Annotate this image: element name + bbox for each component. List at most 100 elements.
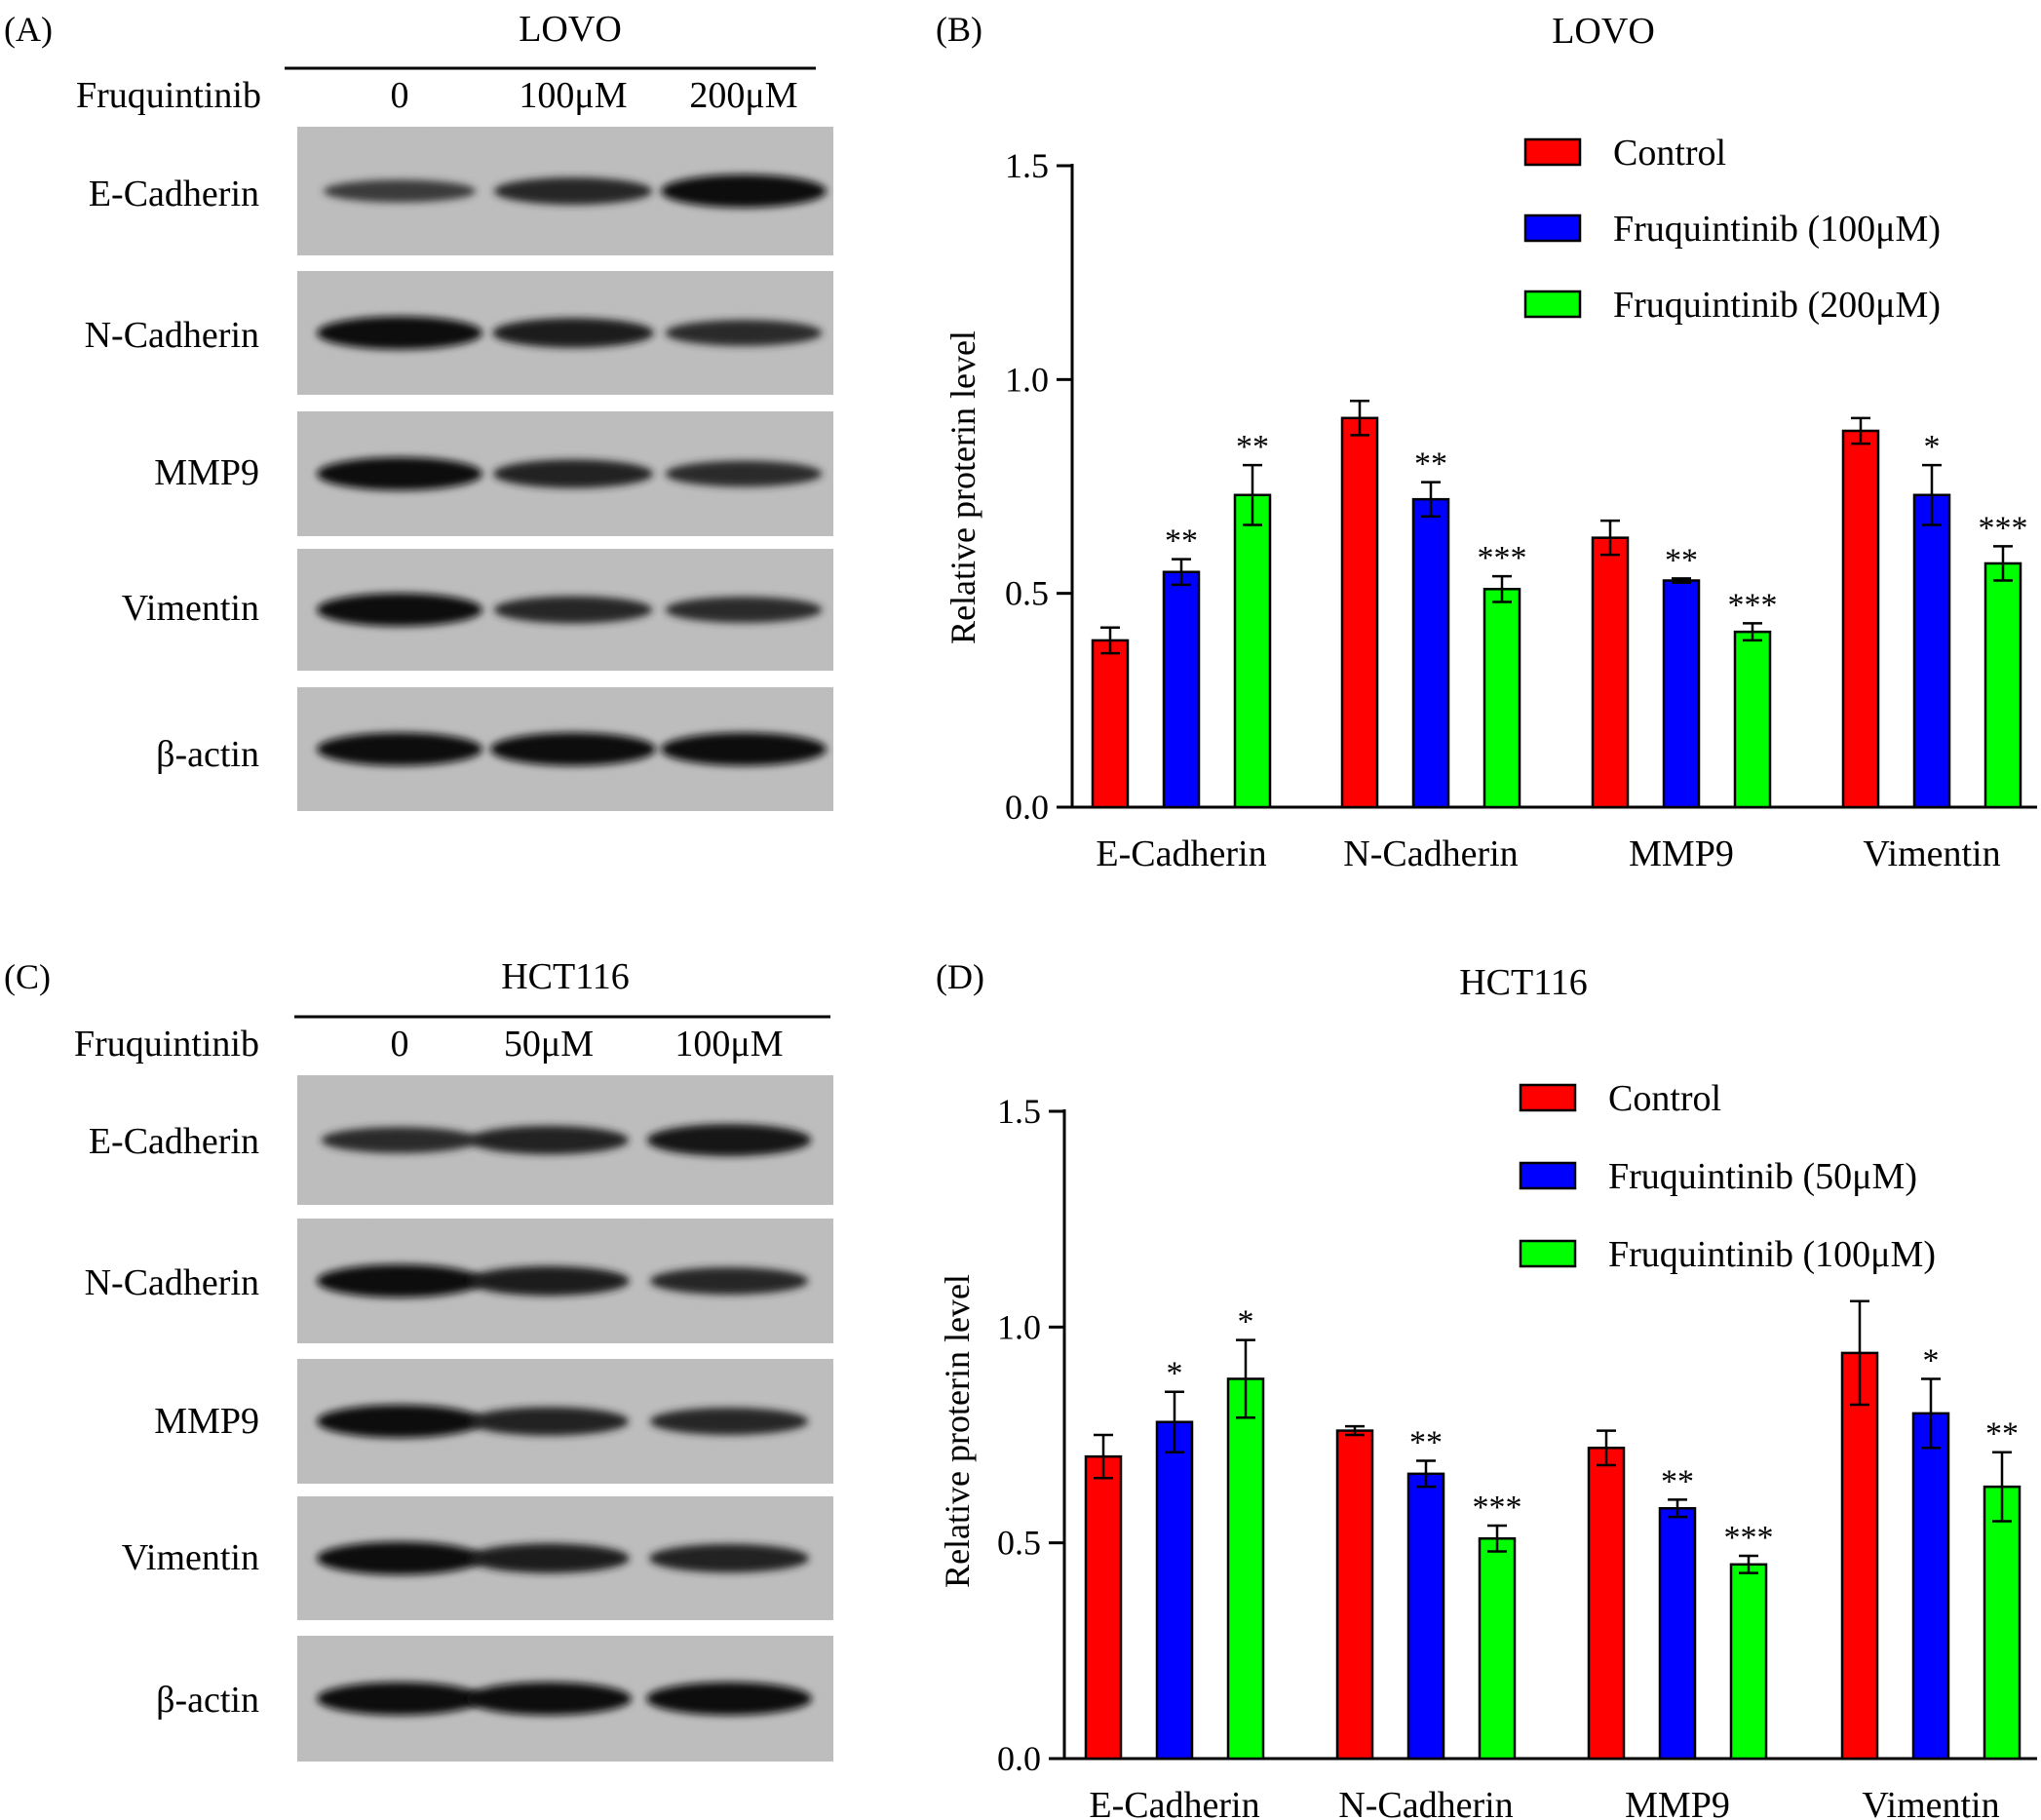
lane-label: 0 xyxy=(391,75,409,116)
panel-label-a: (A) xyxy=(4,10,53,49)
significance-label: * xyxy=(1167,1356,1183,1392)
blot-strips xyxy=(297,1075,833,1762)
x-tick-label: Vimentin xyxy=(1862,1785,1999,1820)
protein-label: MMP9 xyxy=(154,452,259,493)
protein-band xyxy=(317,1682,482,1716)
bar xyxy=(1840,1351,1879,1761)
bar xyxy=(1983,1485,2022,1761)
panel-label-d: (D) xyxy=(936,957,984,996)
protein-band xyxy=(317,732,482,766)
significance-label: *** xyxy=(1728,587,1778,623)
bar xyxy=(1911,1412,1950,1761)
protein-band xyxy=(317,457,482,490)
y-tick-label: 0.5 xyxy=(1005,574,1049,613)
protein-label: β-actin xyxy=(156,734,259,775)
treatment-label: Fruquintinib xyxy=(76,75,261,116)
protein-band xyxy=(466,1682,632,1716)
significance-label: *** xyxy=(1979,510,2028,546)
protein-band xyxy=(665,597,823,623)
bar xyxy=(1662,579,1701,809)
blot-strip xyxy=(297,411,833,536)
blot-strip xyxy=(297,1219,833,1343)
protein-band xyxy=(469,1407,629,1436)
protein-band xyxy=(661,732,827,766)
bar xyxy=(1155,1420,1194,1761)
significance-label: ** xyxy=(1665,542,1698,578)
protein-band xyxy=(323,179,477,203)
bar xyxy=(1091,639,1130,809)
protein-band xyxy=(492,318,654,348)
y-axis-label: Relative proterin level xyxy=(938,1274,977,1588)
legend: Control Fruquintinib (50μM) Fruquintinib (… xyxy=(1519,1078,1936,1275)
blot-strip xyxy=(297,549,833,671)
legend: Control Fruquintinib (100μM) Fruquintinib … xyxy=(1523,133,1941,326)
protein-band xyxy=(317,1541,482,1575)
lane-label: 200μM xyxy=(689,75,797,116)
protein-band xyxy=(493,177,653,205)
bar-chart-hct116: (D) HCT116 Relative proterin level 0.0 0.… xyxy=(936,957,2037,1820)
protein-band xyxy=(468,1543,630,1573)
protein-band xyxy=(646,1682,812,1716)
protein-label: E-Cadherin xyxy=(89,174,259,214)
protein-band xyxy=(321,1127,479,1153)
protein-label: β-actin xyxy=(156,1680,259,1721)
y-tick-label: 0.0 xyxy=(1005,788,1049,827)
y-tick-label: 1.0 xyxy=(1005,360,1049,399)
plot-area: 0.00.51.01.5******************E-Cadherin… xyxy=(1005,133,2037,874)
y-tick-label: 0.0 xyxy=(997,1739,1041,1778)
blot-strip xyxy=(297,127,833,255)
bar xyxy=(1233,493,1272,809)
bar xyxy=(1841,429,1880,809)
y-axis-label: Relative proterin level xyxy=(943,330,982,644)
protein-band xyxy=(646,1124,812,1156)
significance-label: ** xyxy=(1236,429,1269,465)
bar xyxy=(1411,497,1450,809)
protein-band xyxy=(490,732,656,766)
legend-label: Control xyxy=(1608,1078,1721,1119)
bar xyxy=(1084,1454,1123,1761)
protein-label: N-Cadherin xyxy=(85,315,259,356)
protein-label: N-Cadherin xyxy=(85,1262,259,1303)
protein-band xyxy=(493,459,653,488)
protein-band xyxy=(468,1265,630,1297)
bar xyxy=(1226,1377,1265,1761)
western-blot-panel-lovo: (A) LOVO Fruquintinib 0 100μM 200μM E-Ca… xyxy=(4,9,833,811)
significance-label: ** xyxy=(1661,1463,1694,1499)
protein-band xyxy=(649,1543,809,1573)
protein-band xyxy=(665,460,823,487)
lane-labels: 0 50μM 100μM xyxy=(391,1024,784,1065)
protein-band xyxy=(493,596,653,624)
blot-strip xyxy=(297,1496,833,1620)
blot-cell-line-title: HCT116 xyxy=(501,956,630,997)
legend-swatch xyxy=(1519,1161,1577,1190)
bar xyxy=(1658,1507,1697,1761)
x-tick-label: MMP9 xyxy=(1625,1785,1730,1820)
chart-title: HCT116 xyxy=(1459,962,1588,1003)
lane-labels: 0 100μM 200μM xyxy=(391,75,798,116)
significance-label: ** xyxy=(1165,523,1198,560)
bar xyxy=(1729,1563,1768,1761)
protein-band xyxy=(661,174,827,208)
lane-label: 0 xyxy=(391,1024,409,1065)
bar xyxy=(1983,561,2022,809)
bar xyxy=(1406,1472,1445,1761)
protein-label: MMP9 xyxy=(154,1401,259,1442)
bar xyxy=(1340,416,1379,809)
legend-swatch xyxy=(1523,137,1582,167)
blot-strips xyxy=(297,127,833,811)
protein-band xyxy=(649,1408,809,1435)
legend-swatch xyxy=(1523,213,1582,243)
protein-band xyxy=(469,1125,629,1155)
significance-label: ** xyxy=(1985,1416,2019,1452)
significance-label: ** xyxy=(1414,446,1447,483)
significance-label: *** xyxy=(1473,1490,1522,1526)
chart-title: LOVO xyxy=(1552,11,1655,52)
significance-label: * xyxy=(1238,1304,1254,1340)
x-tick-label: MMP9 xyxy=(1629,833,1734,874)
legend-label: Fruquintinib (50μM) xyxy=(1608,1156,1917,1197)
treatment-label: Fruquintinib xyxy=(74,1024,259,1065)
bar xyxy=(1587,1447,1626,1761)
y-tick-label: 1.5 xyxy=(1005,146,1049,185)
legend-label: Control xyxy=(1613,133,1726,174)
